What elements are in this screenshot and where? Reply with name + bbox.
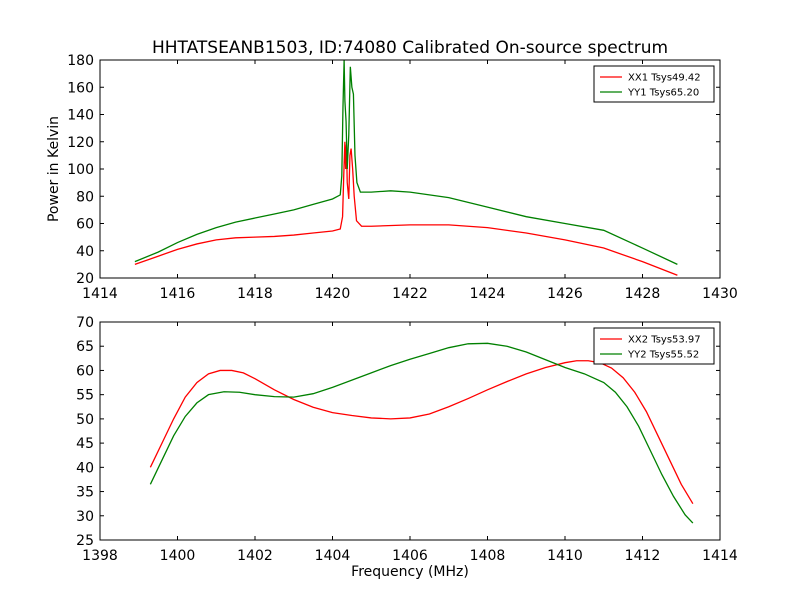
y-axis-label: Power in Kelvin — [46, 116, 62, 222]
series-line — [134, 59, 678, 265]
bottom-plot: 1398 1400 1402 1404 1406 1408 1410 1412 1414 25 30… — [76, 315, 738, 564]
x-tick-label: 1412 — [625, 548, 661, 564]
y-tick-label: 50 — [76, 412, 94, 428]
y-tick-label: 65 — [76, 339, 94, 355]
y-tick-label: 30 — [76, 509, 94, 525]
y-tick-label: 140 — [67, 108, 94, 124]
x-tick-label: 1420 — [315, 286, 351, 302]
legend-box — [593, 327, 715, 365]
y-tick-label: 70 — [76, 315, 94, 331]
series-line — [134, 141, 678, 276]
y-tick-label: 55 — [76, 388, 94, 404]
legend-label: YY2 Tsys55.52 — [627, 350, 699, 361]
series-line — [149, 360, 694, 505]
top-plot: 1414 1416 1418 1420 1422 1424 1426 1428 1430 20 40… — [67, 53, 738, 302]
x-tick-label: 1422 — [392, 286, 428, 302]
x-tick-label: 1414 — [82, 286, 118, 302]
x-tick-label: 1430 — [702, 286, 738, 302]
y-tick-label: 180 — [67, 53, 94, 69]
x-tick-label: 1410 — [547, 548, 583, 564]
x-tick-label: 1418 — [237, 286, 273, 302]
y-tick-label: 60 — [76, 217, 94, 233]
y-tick-label: 80 — [76, 189, 94, 205]
x-tick-label: 1406 — [392, 548, 428, 564]
y-tick-label: 20 — [76, 271, 94, 287]
x-tick-label: 1400 — [160, 548, 196, 564]
legend-label: XX1 Tsys49.42 — [628, 73, 701, 84]
x-tick-label: 1414 — [702, 548, 738, 564]
x-tick-label: 1404 — [315, 548, 351, 564]
y-tick-label: 40 — [76, 244, 94, 260]
legend-label: YY1 Tsys65.20 — [627, 88, 699, 99]
legend-box — [593, 65, 715, 103]
series-line — [149, 342, 694, 524]
y-tick-label: 40 — [76, 460, 94, 476]
x-tick-label: 1426 — [547, 286, 583, 302]
x-axis-label: Frequency (MHz) — [351, 564, 469, 580]
x-tick-label: 1408 — [470, 548, 506, 564]
x-tick-label: 1416 — [160, 286, 196, 302]
y-tick-label: 25 — [76, 533, 94, 549]
y-tick-label: 120 — [67, 135, 94, 151]
y-tick-label: 100 — [67, 162, 94, 178]
x-tick-label: 1424 — [470, 286, 506, 302]
y-tick-label: 60 — [76, 363, 94, 379]
x-tick-label: 1402 — [237, 548, 273, 564]
chart-title: HHTATSEANB1503, ID:74080 Calibrated On-s… — [152, 38, 668, 58]
y-tick-label: 45 — [76, 436, 94, 452]
x-tick-label: 1398 — [82, 548, 118, 564]
x-tick-label: 1428 — [625, 286, 661, 302]
y-tick-label: 35 — [76, 485, 94, 501]
y-tick-label: 160 — [67, 80, 94, 96]
legend-label: XX2 Tsys53.97 — [628, 335, 701, 346]
